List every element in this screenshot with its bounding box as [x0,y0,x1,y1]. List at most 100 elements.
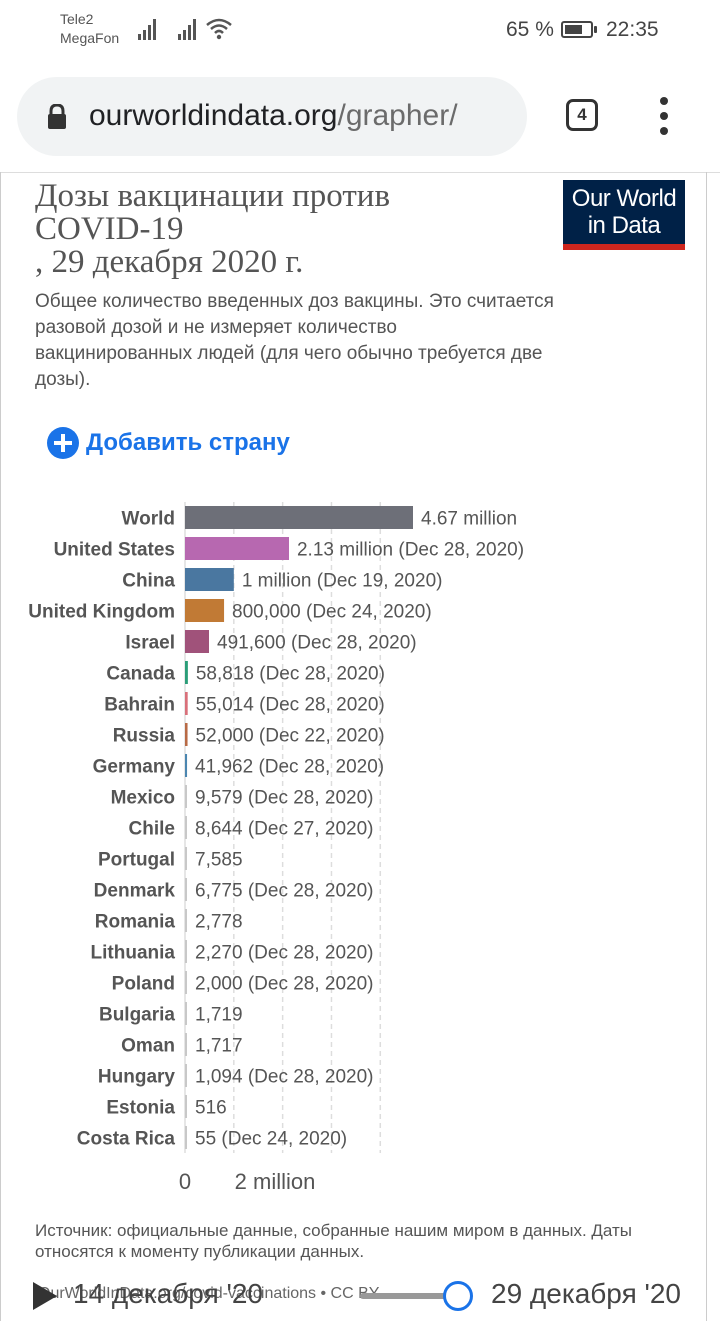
value-label: 2.13 million (Dec 28, 2020) [297,540,524,561]
category-label: China [122,571,175,592]
category-label: Germany [93,757,176,778]
address-bar[interactable]: ourworldindata.org/grapher/ [17,77,527,156]
bar [185,537,289,560]
add-country-label: Добавить страну [86,429,290,456]
category-label: United Kingdom [28,602,175,623]
category-label: Mexico [111,788,175,809]
logo-line-2: in Data [587,212,661,239]
gridlines [184,502,382,1153]
bar [185,568,234,591]
bar [185,909,187,932]
value-label: 9,579 (Dec 28, 2020) [195,788,374,809]
value-label: 55,014 (Dec 28, 2020) [196,695,385,716]
divider [0,172,720,173]
bar [185,940,187,963]
battery-icon [561,21,597,38]
title-line-2: COVID-19 [35,211,184,247]
battery-percent: 65 % [506,18,554,41]
bar [185,1095,187,1118]
category-label: Costa Rica [77,1129,176,1150]
carrier-2: MegaFon [60,30,120,46]
timeline-start-label: 14 декабря '20 [73,1278,263,1309]
category-label: United States [54,540,175,561]
category-label: Lithuania [91,943,176,964]
value-label: 2,270 (Dec 28, 2020) [195,943,374,964]
bar [185,816,187,839]
value-label: 52,000 (Dec 22, 2020) [196,726,385,747]
value-label: 2,000 (Dec 28, 2020) [195,974,374,995]
category-label: Estonia [106,1098,175,1119]
value-label: 58,818 (Dec 28, 2020) [196,664,385,685]
bar [185,785,187,808]
chart-subtitle: Общее количество введенных доз вакцины. … [35,291,554,390]
bar-chart: World United States China United Kingdom Isr… [28,502,524,1194]
bar [185,630,210,653]
category-label: Bahrain [104,695,175,716]
x-tick-label: 2 million [235,1169,316,1194]
value-label: 7,585 [195,850,243,871]
logo-underline [563,244,685,250]
title-line-1: Дозы вакцинации против [35,178,391,214]
value-label: 1 million (Dec 19, 2020) [242,571,443,592]
source-link[interactable]: OurWorldInData.org/covid-vaccinations • … [38,1285,380,1302]
value-label: 1,719 [195,1005,243,1026]
wifi-icon [206,18,232,40]
category-label: Romania [95,912,176,933]
value-label: 800,000 (Dec 24, 2020) [232,602,432,623]
bar [185,506,413,529]
category-labels: World United States China United Kingdom Isr… [28,509,175,1150]
value-label: 4.67 million [421,509,517,530]
frame-border-left [0,172,1,1321]
plus-circle-icon [47,427,79,459]
bars [185,506,413,1149]
value-label: 55 (Dec 24, 2020) [195,1129,347,1150]
category-label: Portugal [98,850,175,871]
category-label: Canada [106,664,175,685]
chart-title: Дозы вакцинации против COVID-19 , 29 дек… [35,180,555,279]
bar [185,723,188,746]
bar [185,1064,187,1087]
signal-icon-2 [178,18,200,40]
x-tick-label: 0 [179,1169,191,1194]
x-axis-ticks: 0 2 million [179,1169,315,1194]
category-label: World [122,509,175,530]
owid-logo[interactable]: Our World in Data [563,180,685,250]
url-host: ourworldindata.org [89,99,338,132]
url-text[interactable]: ourworldindata.org/grapher/ [89,99,507,133]
bar [185,754,188,777]
source-note: Источник: официальные данные, собранные … [35,1221,633,1261]
play-icon[interactable] [33,1282,57,1310]
frame-border-right [706,172,707,1321]
value-label: 41,962 (Dec 28, 2020) [195,757,384,778]
bar [185,1033,187,1056]
category-label: Oman [121,1036,175,1057]
title-line-3: , 29 декабря 2020 г. [35,244,304,280]
value-label: 2,778 [195,912,243,933]
timeline-handle[interactable] [443,1281,473,1311]
status-bar: Tele2 MegaFon 65 % 22:35 [0,0,720,62]
category-label: Denmark [94,881,176,902]
bar [185,971,187,994]
value-label: 491,600 (Dec 28, 2020) [217,633,417,654]
timeline-end-label: 29 декабря '20 [491,1278,681,1309]
value-label: 516 [195,1098,227,1119]
bar [185,847,187,870]
category-label: Chile [129,819,175,840]
value-label: 1,094 (Dec 28, 2020) [195,1067,374,1088]
bar [185,599,225,622]
bar [185,692,188,715]
tab-switcher-button[interactable]: 4 [566,99,598,131]
category-label: Hungary [98,1067,176,1088]
category-label: Israel [125,633,175,654]
clock: 22:35 [606,18,659,41]
bar [185,878,187,901]
carrier-1: Tele2 [60,11,94,27]
lock-icon [48,104,66,129]
category-label: Bulgaria [99,1005,175,1026]
value-labels: 4.67 million 2.13 million (Dec 28, 2020) 1… [195,509,524,1150]
timeline-track[interactable] [360,1293,460,1299]
value-label: 1,717 [195,1036,243,1057]
carrier-labels: Tele2 MegaFon [60,10,119,48]
overflow-menu-icon[interactable] [660,97,668,135]
logo-line-1: Our World [571,185,677,212]
